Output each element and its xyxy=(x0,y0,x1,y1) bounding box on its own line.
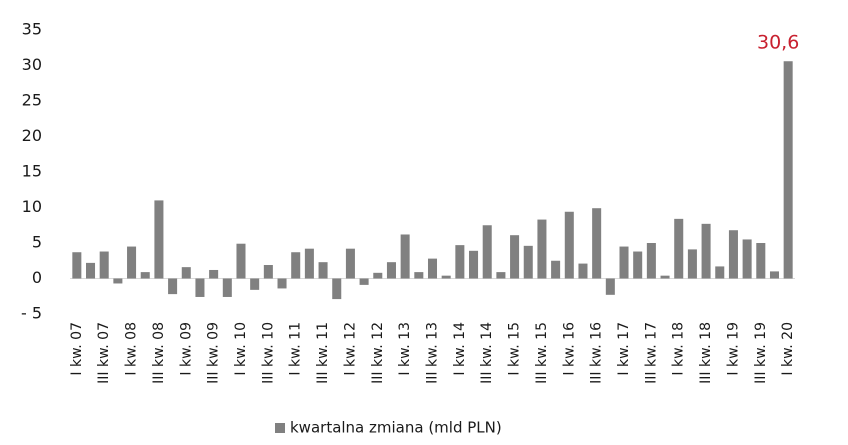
bar xyxy=(455,245,465,279)
y-tick-label: 25 xyxy=(22,91,42,110)
x-tick-label: I kw. 15 xyxy=(507,322,523,376)
x-tick-label: III kw. 12 xyxy=(370,322,386,384)
x-tick-label: I kw. 16 xyxy=(561,322,577,376)
x-tick-label: III kw. 19 xyxy=(753,322,769,384)
bar xyxy=(86,262,96,279)
bar xyxy=(236,243,246,279)
y-tick-label: 15 xyxy=(22,162,42,181)
y-tick-label: - 5 xyxy=(21,304,42,323)
bar xyxy=(386,262,396,279)
bar xyxy=(496,272,506,279)
bar xyxy=(168,278,178,295)
bar xyxy=(250,278,260,290)
bar xyxy=(701,223,711,279)
bar xyxy=(263,265,273,279)
x-tick-label: III kw. 14 xyxy=(479,322,495,384)
x-tick-label: III kw. 17 xyxy=(643,322,659,384)
bar xyxy=(537,219,547,279)
bar xyxy=(728,230,738,279)
y-tick-label: 35 xyxy=(22,20,42,39)
bar xyxy=(578,263,588,279)
x-tick-label: I kw. 17 xyxy=(616,322,632,376)
bar xyxy=(592,208,602,279)
bar xyxy=(332,278,342,300)
bar xyxy=(441,275,451,279)
x-tick-label: III kw. 10 xyxy=(260,322,276,384)
x-tick-label: III kw. 09 xyxy=(206,322,222,384)
x-tick-label: III kw. 15 xyxy=(534,322,550,384)
bar xyxy=(427,258,438,279)
x-tick-label: I kw. 20 xyxy=(780,322,796,376)
x-tick-label: III kw. 18 xyxy=(698,322,714,384)
y-tick-label: 0 xyxy=(32,268,42,287)
bar xyxy=(660,275,670,279)
bar xyxy=(756,243,766,279)
y-tick-label: 20 xyxy=(22,126,42,145)
x-tick-label: III kw. 13 xyxy=(425,322,441,384)
bar xyxy=(646,243,656,279)
bar xyxy=(564,211,574,279)
bar xyxy=(769,271,779,279)
y-tick-label: 10 xyxy=(22,197,42,216)
bar xyxy=(373,272,383,279)
bar xyxy=(291,252,301,279)
bar xyxy=(304,248,314,279)
bar xyxy=(400,234,410,279)
x-tick-label: III kw. 07 xyxy=(96,322,112,384)
x-tick-label: III kw. 08 xyxy=(151,322,167,384)
bar xyxy=(469,250,479,279)
bar xyxy=(674,218,684,279)
bar xyxy=(345,248,355,279)
bar xyxy=(127,246,137,279)
x-tick-label: III kw. 16 xyxy=(589,322,605,384)
bar xyxy=(482,225,492,279)
bar xyxy=(222,278,232,297)
bar xyxy=(154,200,164,279)
bar xyxy=(359,278,369,285)
bar xyxy=(605,278,615,295)
x-tick-label: I kw. 10 xyxy=(233,322,249,376)
bar xyxy=(140,272,150,279)
bar xyxy=(715,266,725,279)
data-label: 30,6 xyxy=(757,32,799,54)
bar xyxy=(633,251,643,279)
bar xyxy=(99,251,109,279)
bar xyxy=(414,272,424,279)
bar xyxy=(687,249,697,279)
bar xyxy=(277,278,287,289)
bar xyxy=(551,260,561,279)
bar xyxy=(195,278,205,297)
x-tick-label: I kw. 18 xyxy=(671,322,687,376)
x-tick-label: I kw. 14 xyxy=(452,322,468,376)
x-tick-label: I kw. 19 xyxy=(725,322,741,376)
bar xyxy=(523,245,533,279)
bar xyxy=(742,239,752,279)
x-tick-label: I kw. 09 xyxy=(178,322,194,376)
bar xyxy=(72,252,82,279)
bar xyxy=(113,278,123,284)
bar xyxy=(783,61,793,279)
bar xyxy=(510,235,520,279)
x-tick-label: I kw. 13 xyxy=(397,322,413,376)
y-tick-label: 5 xyxy=(32,233,42,252)
x-tick-label: I kw. 07 xyxy=(69,322,85,376)
bar xyxy=(619,246,629,279)
x-tick-label: I kw. 08 xyxy=(124,322,140,376)
bar xyxy=(181,267,191,279)
x-tick-label: I kw. 11 xyxy=(288,322,304,376)
bar xyxy=(209,269,219,279)
legend-label: kwartalna zmiana (mld PLN) xyxy=(290,419,502,437)
bar xyxy=(318,262,328,279)
legend-swatch xyxy=(275,423,285,433)
y-tick-label: 30 xyxy=(22,55,42,74)
x-tick-label: I kw. 12 xyxy=(342,322,358,376)
x-tick-label: III kw. 11 xyxy=(315,322,331,384)
